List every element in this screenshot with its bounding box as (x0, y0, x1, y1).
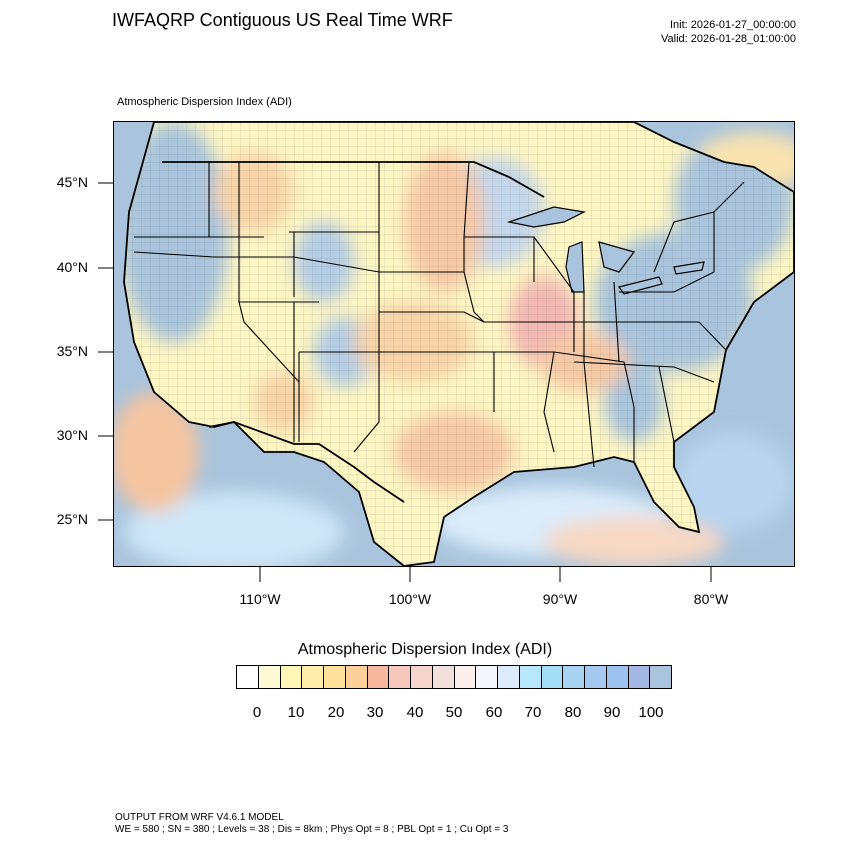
legend-label: 20 (327, 704, 345, 721)
legend-swatch (454, 666, 477, 688)
legend-swatch (650, 666, 671, 688)
legend-swatch (563, 666, 585, 688)
legend-swatch (585, 666, 607, 688)
coastline (123, 122, 794, 566)
legend-label: 60 (485, 704, 503, 721)
canada-border (162, 161, 545, 198)
lat-label: 45°N (56, 174, 88, 190)
legend-swatch (476, 666, 498, 688)
legend-label: 0 (252, 704, 262, 721)
legend-label: 90 (603, 704, 621, 721)
legend-label: 80 (564, 704, 582, 721)
adi-map (114, 122, 794, 566)
legend-swatch (432, 666, 455, 688)
legend-swatch (237, 666, 259, 688)
lat-label: 30°N (56, 427, 88, 443)
legend-label: 10 (287, 704, 305, 721)
lon-label: 90°W (542, 591, 578, 607)
lon-label: 100°W (388, 591, 432, 607)
footer-model-info: OUTPUT FROM WRF V4.6.1 MODEL (115, 812, 284, 823)
legend-label: 40 (406, 704, 424, 721)
legend-label: 30 (366, 704, 384, 721)
legend-swatch (302, 666, 324, 688)
footer-model-config: WE = 580 ; SN = 380 ; Levels = 38 ; Dis … (115, 824, 509, 835)
lat-label: 40°N (56, 259, 88, 275)
legend-swatch (411, 666, 433, 688)
legend-swatch (367, 666, 390, 688)
legend-colorbar (236, 665, 672, 689)
legend-swatch (541, 666, 564, 688)
legend-label: 70 (524, 704, 542, 721)
legend-swatch (345, 666, 368, 688)
legend-swatch (324, 666, 346, 688)
map-panel (113, 121, 795, 567)
legend-swatch (389, 666, 411, 688)
lon-label: 80°W (693, 591, 729, 607)
legend-swatch (258, 666, 281, 688)
legend-swatch (606, 666, 629, 688)
plot-title: IWFAQRP Contiguous US Real Time WRF (112, 10, 453, 30)
lon-label: 110°W (239, 591, 281, 607)
legend-swatch (519, 666, 542, 688)
legend-swatch (280, 666, 303, 688)
state-boundaries (133, 161, 745, 468)
mexico-border (208, 421, 405, 503)
great-lakes (506, 206, 705, 295)
init-time: Init: 2026-01-27_00:00:00 (670, 19, 796, 31)
valid-time: Valid: 2026-01-28_01:00:00 (661, 33, 796, 45)
legend-title: Atmospheric Dispersion Index (ADI) (297, 641, 553, 658)
map-subtitle: Atmospheric Dispersion Index (ADI) (117, 96, 292, 108)
legend-label: 50 (445, 704, 463, 721)
legend-swatch (498, 666, 520, 688)
legend-label: 100 (638, 704, 664, 721)
legend-swatch (628, 666, 651, 688)
lat-label: 35°N (56, 343, 88, 359)
lat-label: 25°N (56, 511, 88, 527)
